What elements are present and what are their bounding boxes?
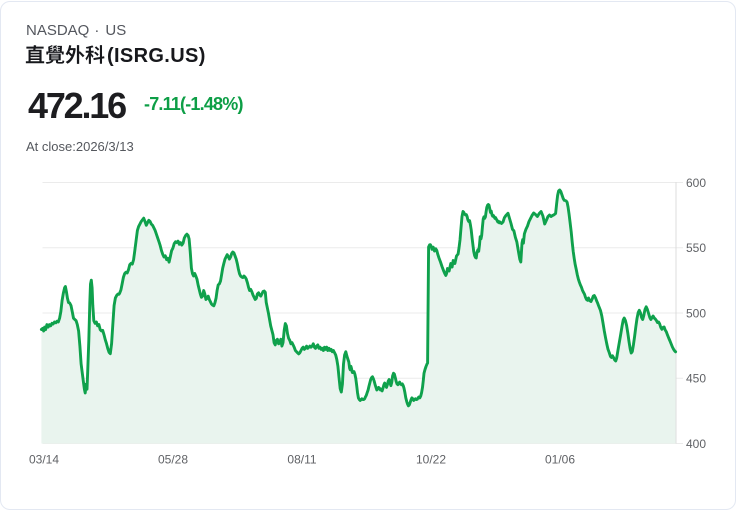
svg-text:600: 600 xyxy=(686,176,706,190)
svg-text:10/22: 10/22 xyxy=(416,453,446,467)
svg-text:400: 400 xyxy=(686,437,706,451)
svg-text:05/28: 05/28 xyxy=(158,453,188,467)
svg-text:450: 450 xyxy=(686,372,706,386)
svg-text:550: 550 xyxy=(686,241,706,255)
svg-text:08/11: 08/11 xyxy=(287,453,316,467)
svg-text:03/14: 03/14 xyxy=(29,453,59,467)
svg-text:01/06: 01/06 xyxy=(545,453,575,467)
svg-text:500: 500 xyxy=(686,306,706,320)
